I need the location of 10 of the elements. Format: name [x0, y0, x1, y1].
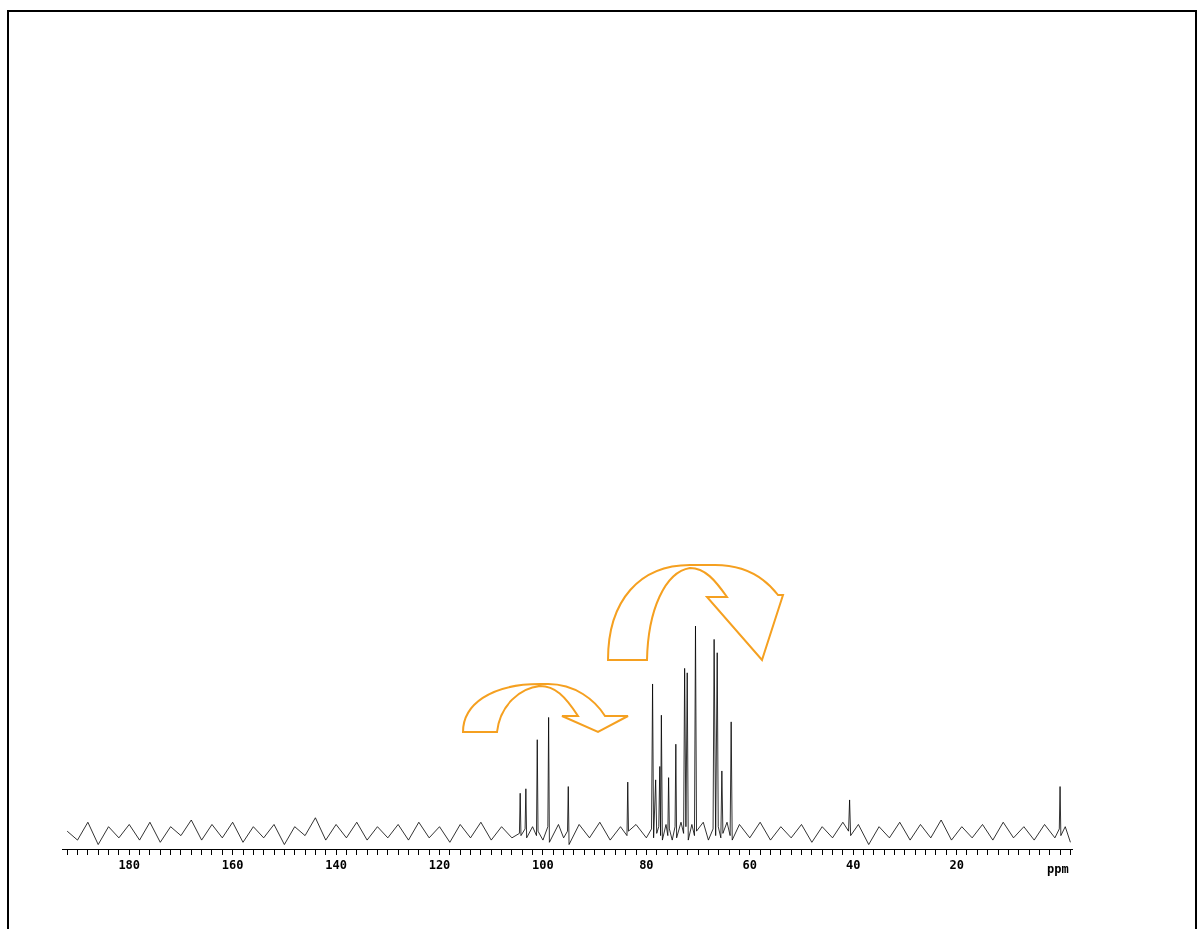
- x-tick-label: 180: [118, 858, 141, 873]
- x-tick-label: 120: [428, 858, 451, 873]
- x-tick-label: 40: [845, 858, 861, 873]
- x-tick-label: 160: [221, 858, 244, 873]
- x-tick-label: 60: [742, 858, 758, 873]
- x-tick-label: 140: [325, 858, 347, 873]
- x-tick-label: 20: [949, 858, 964, 873]
- x-axis-title: ppm: [1047, 862, 1069, 876]
- x-tick-label: 100: [532, 858, 554, 873]
- x-tick-label: 80: [639, 858, 654, 873]
